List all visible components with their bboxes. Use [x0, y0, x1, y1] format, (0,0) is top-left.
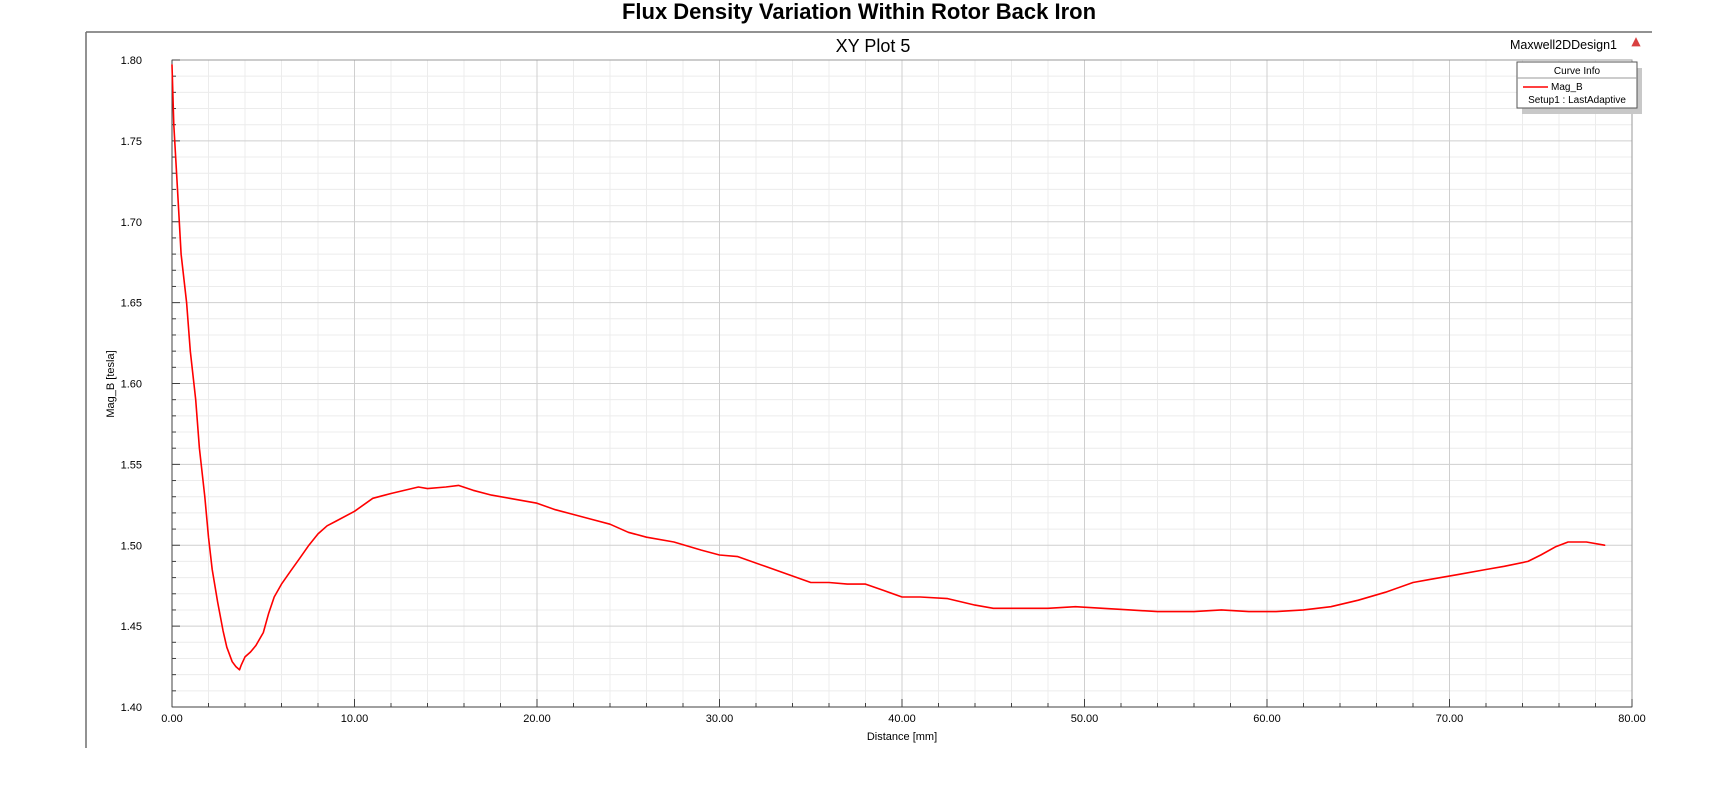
legend-header: Curve Info — [1554, 66, 1601, 77]
x-tick-label: 40.00 — [888, 713, 916, 725]
y-tick-label: 1.40 — [121, 702, 142, 714]
series-line-mag-b[interactable] — [171, 64, 1606, 671]
major-grid — [171, 59, 1633, 708]
collapse-arrow-icon[interactable] — [1631, 37, 1641, 47]
x-tick-label: 70.00 — [1436, 713, 1464, 725]
x-tick-label: 50.00 — [1071, 713, 1099, 725]
x-tick-label: 80.00 — [1618, 713, 1646, 725]
y-tick-labels: 1.40 1.45 1.50 1.55 1.60 1.65 1.70 1.75 1.80 — [121, 55, 142, 714]
y-tick-label: 1.50 — [121, 540, 142, 552]
x-tick-label: 10.00 — [341, 713, 369, 725]
x-axis-label: Distance [mm] — [867, 731, 937, 743]
x-tick-label: 60.00 — [1253, 713, 1281, 725]
y-tick-label: 1.45 — [121, 621, 142, 633]
series-layer — [171, 64, 1606, 671]
y-tick-label: 1.75 — [121, 136, 142, 148]
page-title: Flux Density Variation Within Rotor Back… — [622, 0, 1096, 24]
x-tick-label: 30.00 — [706, 713, 734, 725]
y-tick-label: 1.80 — [121, 55, 142, 67]
y-tick-label: 1.60 — [121, 379, 142, 391]
legend[interactable]: Curve Info Mag_B Setup1 : LastAdaptive — [1516, 61, 1642, 114]
legend-entry-subtitle: Setup1 : LastAdaptive — [1528, 95, 1626, 106]
y-axis-label: Mag_B [tesla] — [105, 350, 117, 417]
axis-ticks — [171, 59, 1633, 708]
x-tick-label: 0.00 — [161, 713, 182, 725]
design-name: Maxwell2DDesign1 — [1510, 38, 1617, 52]
plot-title: XY Plot 5 — [836, 36, 911, 56]
y-tick-label: 1.65 — [121, 298, 142, 310]
x-tick-label: 20.00 — [523, 713, 551, 725]
x-tick-labels: 0.00 10.00 20.00 30.00 40.00 50.00 60.00 70.00 8… — [161, 713, 1645, 725]
legend-box — [1516, 61, 1638, 109]
y-tick-label: 1.55 — [121, 459, 142, 471]
legend-entry-name: Mag_B — [1551, 82, 1583, 93]
y-tick-label: 1.70 — [121, 217, 142, 229]
